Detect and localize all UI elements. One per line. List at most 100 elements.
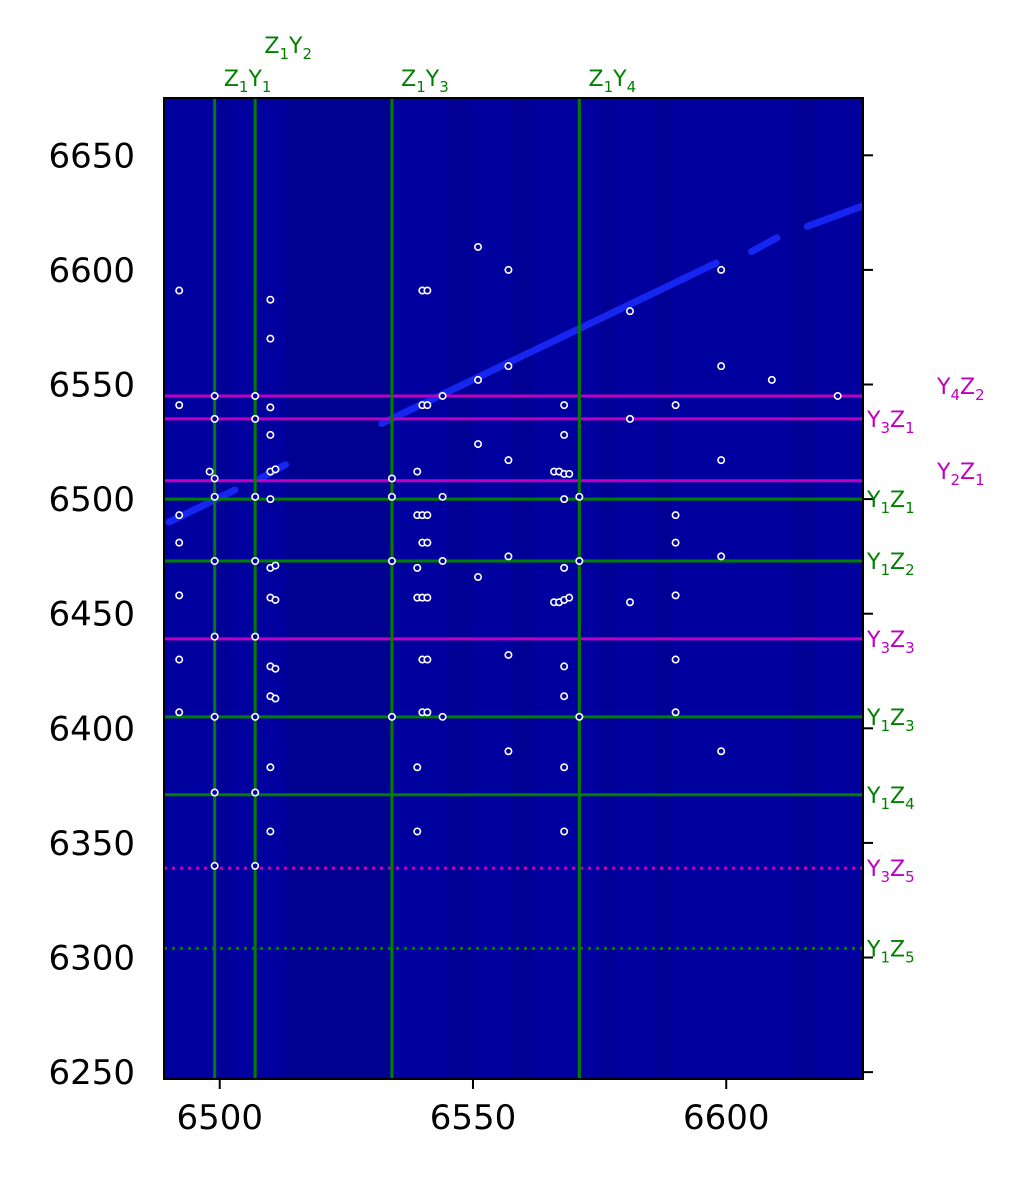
label-subscript: 2 bbox=[950, 471, 960, 489]
data-point bbox=[413, 563, 422, 572]
y-tick-label: 6350 bbox=[48, 824, 135, 864]
data-point bbox=[210, 492, 219, 501]
data-point bbox=[251, 632, 260, 641]
data-point bbox=[575, 492, 584, 501]
data-point bbox=[474, 573, 483, 582]
label-letter: Y bbox=[866, 550, 881, 575]
data-point bbox=[560, 827, 569, 836]
label-letter: Z bbox=[224, 67, 239, 92]
data-point bbox=[387, 712, 396, 721]
label-letter: Z bbox=[401, 67, 416, 92]
data-point bbox=[175, 591, 184, 600]
streak-segment bbox=[803, 202, 863, 230]
data-point bbox=[271, 694, 280, 703]
label-subscript: 1 bbox=[239, 78, 249, 96]
horizontal-line-label: Y3Z3 bbox=[866, 628, 915, 657]
label-letter: Y bbox=[866, 784, 881, 809]
label-subscript: 4 bbox=[627, 78, 637, 96]
background-band bbox=[792, 98, 818, 1079]
y-tick-label: 6650 bbox=[48, 136, 135, 176]
label-subscript: 1 bbox=[880, 717, 890, 735]
data-point bbox=[767, 375, 776, 384]
label-letter: Y bbox=[936, 460, 951, 485]
data-point bbox=[210, 391, 219, 400]
data-point bbox=[205, 467, 214, 476]
label-subscript: 1 bbox=[905, 499, 915, 517]
label-letter: Y bbox=[425, 67, 440, 92]
label-subscript: 2 bbox=[905, 561, 915, 579]
label-subscript: 1 bbox=[880, 499, 890, 517]
data-point bbox=[175, 511, 184, 520]
data-point bbox=[423, 708, 432, 717]
label-subscript: 4 bbox=[950, 386, 960, 404]
label-subscript: 1 bbox=[880, 561, 890, 579]
data-point bbox=[413, 763, 422, 772]
label-letter: Z bbox=[890, 628, 905, 653]
vertical-line-label: Z1Y4 bbox=[589, 67, 637, 96]
horizontal-line-label: Y1Z2 bbox=[866, 550, 915, 579]
data-point bbox=[266, 827, 275, 836]
data-point bbox=[387, 556, 396, 565]
y-tick-label: 6550 bbox=[48, 366, 135, 406]
data-point bbox=[438, 712, 447, 721]
data-point bbox=[565, 593, 574, 602]
label-subscript: 1 bbox=[416, 78, 426, 96]
streak-segment bbox=[748, 234, 781, 256]
data-point bbox=[560, 692, 569, 701]
label-letter: Z bbox=[960, 460, 975, 485]
label-letter: Y bbox=[866, 628, 881, 653]
data-point bbox=[266, 430, 275, 439]
horizontal-line-label: Y2Z1 bbox=[936, 460, 985, 489]
label-subscript: 3 bbox=[880, 639, 890, 657]
label-subscript: 5 bbox=[905, 948, 915, 966]
data-point bbox=[474, 375, 483, 384]
data-point bbox=[423, 286, 432, 295]
data-point bbox=[671, 591, 680, 600]
label-letter: Z bbox=[890, 706, 905, 731]
y-tick-label: 6450 bbox=[48, 595, 135, 635]
data-point bbox=[175, 401, 184, 410]
label-letter: Y bbox=[936, 375, 951, 400]
data-point bbox=[717, 456, 726, 465]
data-point bbox=[266, 403, 275, 412]
data-point bbox=[271, 595, 280, 604]
data-point bbox=[717, 747, 726, 756]
horizontal-line-label: Y4Z2 bbox=[936, 375, 985, 404]
label-letter: Z bbox=[589, 67, 604, 92]
data-point bbox=[504, 552, 513, 561]
data-point bbox=[560, 495, 569, 504]
data-point bbox=[175, 708, 184, 717]
label-letter: Y bbox=[866, 408, 881, 433]
data-point bbox=[210, 414, 219, 423]
label-subscript: 3 bbox=[905, 717, 915, 735]
y-tick-label: 6300 bbox=[48, 939, 135, 979]
x-tick-label: 6500 bbox=[176, 1098, 263, 1138]
data-point bbox=[387, 492, 396, 501]
label-subscript: 1 bbox=[604, 78, 614, 96]
data-point bbox=[210, 632, 219, 641]
data-point bbox=[413, 827, 422, 836]
plot-background bbox=[164, 98, 863, 1079]
data-point bbox=[575, 556, 584, 565]
label-subscript: 3 bbox=[905, 639, 915, 657]
label-letter: Z bbox=[264, 34, 279, 59]
background-fill bbox=[164, 98, 863, 1079]
label-letter: Y bbox=[288, 34, 303, 59]
background-band bbox=[285, 98, 392, 1079]
data-point bbox=[251, 556, 260, 565]
data-point bbox=[251, 861, 260, 870]
label-subscript: 3 bbox=[880, 868, 890, 886]
data-point bbox=[560, 563, 569, 572]
data-point bbox=[175, 538, 184, 547]
label-subscript: 1 bbox=[905, 419, 915, 437]
label-letter: Y bbox=[866, 857, 881, 882]
data-point bbox=[565, 469, 574, 478]
data-point bbox=[575, 712, 584, 721]
horizontal-line-label: Y1Z1 bbox=[866, 488, 915, 517]
data-point bbox=[625, 307, 634, 316]
data-point bbox=[210, 556, 219, 565]
label-letter: Z bbox=[890, 937, 905, 962]
data-point bbox=[251, 788, 260, 797]
data-point bbox=[271, 664, 280, 673]
